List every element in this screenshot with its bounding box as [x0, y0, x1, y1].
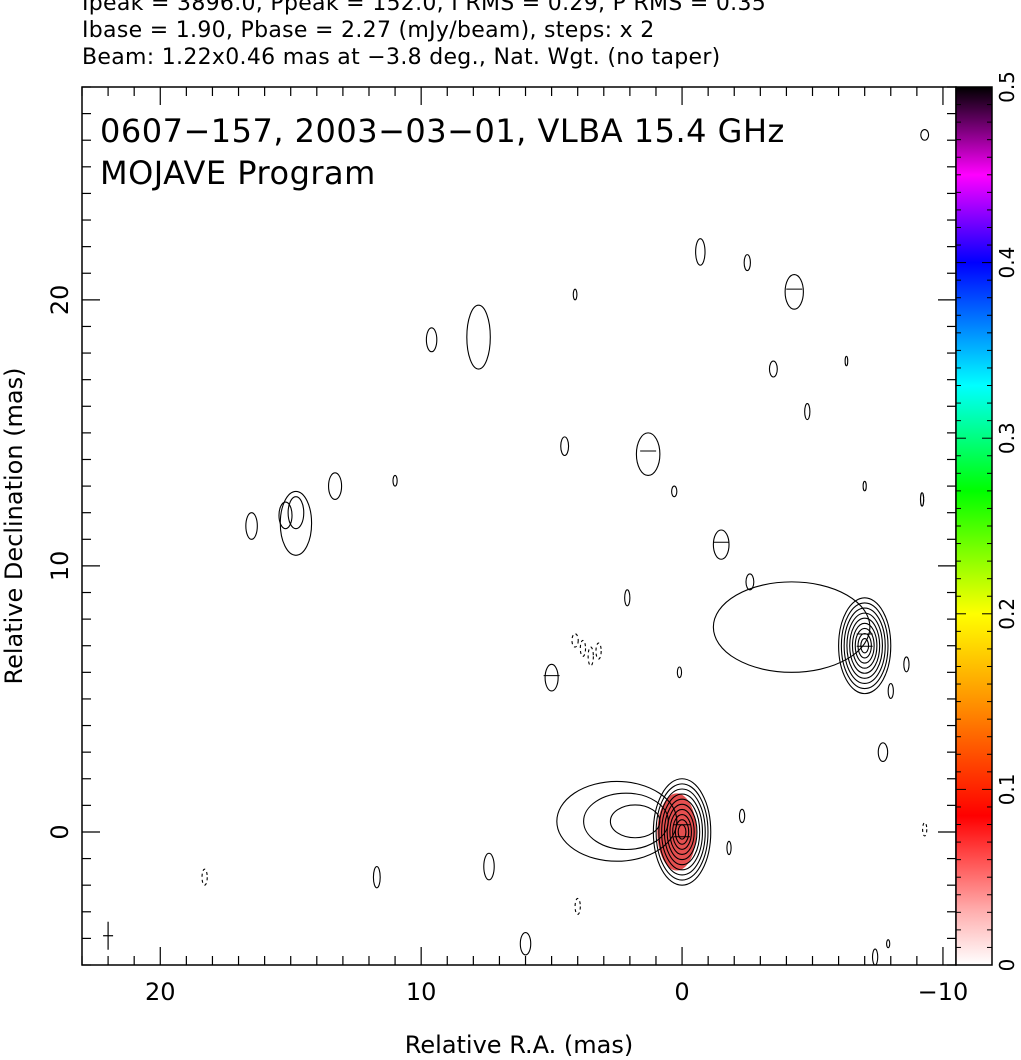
northwest-knot-contour — [840, 602, 889, 690]
small-contour — [920, 129, 930, 141]
negative-contour — [922, 822, 928, 837]
x-tick-label: −10 — [918, 978, 969, 1006]
core-contour — [663, 798, 701, 866]
header-beam-line: Beam: 1.22x0.46 mas at −3.8 deg., Nat. W… — [82, 45, 721, 70]
small-contour — [635, 432, 661, 476]
small-contour — [745, 573, 755, 591]
northwest-jet-contour — [712, 581, 871, 673]
small-contour — [768, 360, 778, 378]
small-contour — [862, 480, 867, 492]
northwest-knot-contour — [851, 622, 878, 669]
y-axis-ticks: 0 10 20 — [46, 86, 956, 966]
core-contour — [674, 819, 690, 845]
small-contour — [544, 663, 559, 692]
core-extension-contour — [609, 804, 661, 839]
negative-contour — [574, 897, 581, 915]
colorbar-tick-label: 0.3 — [995, 422, 1019, 454]
northwest-knot-contour — [843, 607, 886, 684]
core-extension-contour — [583, 792, 669, 851]
header-peak-line: Ipeak = 3896.0, Ppeak = 152.0, I RMS = 0… — [82, 0, 767, 16]
colorbar-tick-label: 0.1 — [995, 773, 1019, 805]
small-contour — [804, 403, 811, 421]
y-tick-label: 0 — [46, 824, 74, 839]
x-tick-label: 0 — [674, 978, 689, 1006]
colorbar-tick-label: 0.2 — [995, 598, 1019, 630]
program-title: MOJAVE Program — [100, 154, 376, 192]
colorbar-tick-label: 0.4 — [995, 247, 1019, 279]
colorbar-tick-label: 0.5 — [995, 71, 1019, 103]
small-contour — [327, 472, 343, 500]
small-contour — [279, 490, 313, 556]
core-contour — [669, 808, 695, 856]
small-contour — [784, 274, 804, 310]
small-contour — [743, 254, 751, 272]
core-contour — [655, 783, 709, 881]
northwest-knot-contour — [860, 638, 870, 654]
small-contour — [712, 529, 730, 560]
small-contour — [372, 866, 381, 889]
contour-layer — [103, 129, 930, 965]
small-contour — [560, 436, 570, 457]
northwest-knot-contour — [838, 597, 892, 695]
core-contour — [658, 788, 706, 876]
y-tick-label: 10 — [46, 551, 74, 582]
x-axis-ticks: 20 10 0 −10 — [81, 87, 969, 1006]
negative-contour — [579, 639, 587, 657]
small-contour — [572, 288, 578, 301]
small-contour — [287, 496, 305, 530]
northwest-knot-contour — [846, 612, 883, 679]
colorbar-ticks: 0 0.1 0.2 0.3 0.4 0.5 — [956, 71, 1019, 971]
core-contour — [661, 793, 704, 871]
x-tick-label: 20 — [145, 978, 176, 1006]
x-tick-label: 10 — [406, 978, 437, 1006]
colorbar — [955, 86, 993, 966]
small-contour — [483, 852, 495, 881]
small-contour — [519, 931, 532, 956]
small-contour — [278, 501, 293, 530]
source-title: 0607−157, 2003−03−01, VLBA 15.4 GHz — [100, 112, 785, 150]
plot-frame — [81, 86, 957, 966]
negative-contour — [919, 492, 925, 507]
small-contour — [245, 512, 258, 540]
small-contour — [871, 948, 879, 965]
small-contour — [887, 682, 894, 699]
northwest-knot-contour — [854, 627, 875, 664]
small-contour — [726, 840, 732, 856]
small-contour — [671, 485, 678, 498]
small-contour — [425, 327, 438, 353]
small-contour — [844, 355, 849, 367]
negative-contour — [595, 642, 602, 660]
negative-contour — [201, 868, 208, 886]
colorbar-tick-label: 0 — [995, 959, 1019, 972]
y-axis-label: Relative Declination (mas) — [0, 367, 28, 684]
small-contour — [695, 238, 706, 266]
small-contour — [738, 808, 746, 824]
y-tick-label: 20 — [46, 285, 74, 316]
core-extension-contour — [556, 780, 678, 862]
core-contour — [666, 803, 698, 861]
header-base-line: Ibase = 1.90, Pbase = 2.27 (mJy/beam), s… — [82, 18, 655, 43]
small-contour — [877, 742, 889, 763]
small-contour — [676, 666, 683, 679]
polarization-core — [657, 793, 697, 871]
small-contour — [903, 656, 910, 673]
northwest-knot-contour — [849, 617, 881, 674]
northwest-knot-contour — [857, 632, 872, 659]
core-contour — [672, 814, 692, 850]
small-contour — [624, 589, 631, 607]
x-axis-label: Relative R.A. (mas) — [405, 1031, 633, 1059]
small-contour — [392, 474, 398, 487]
negative-contour — [571, 633, 579, 648]
small-contour — [466, 304, 491, 370]
small-contour — [886, 939, 891, 949]
negative-contour — [587, 646, 594, 667]
